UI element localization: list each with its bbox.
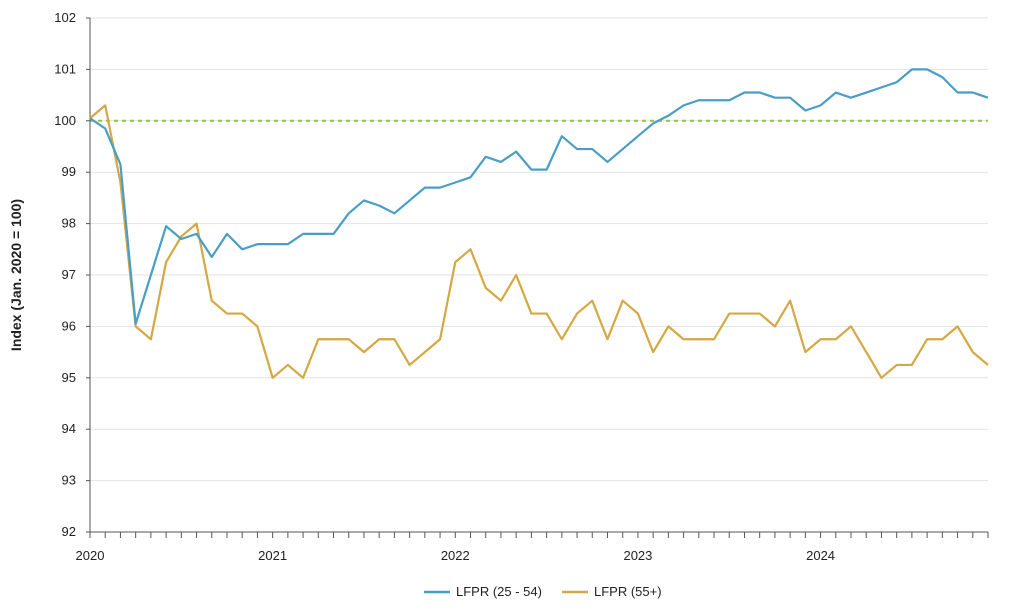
- series-line-lfpr-55-plus: [89, 104, 989, 379]
- x-tick-label: 2024: [806, 548, 835, 563]
- y-tick-label: 92: [62, 524, 76, 539]
- y-tick-label: 101: [54, 61, 76, 76]
- x-tick-label: 2023: [623, 548, 652, 563]
- y-tick-label: 95: [62, 370, 76, 385]
- y-tick-label: 102: [54, 10, 76, 25]
- y-tick-label: 94: [62, 421, 76, 436]
- y-axis-title: Index (Jan. 2020 = 100): [8, 199, 24, 351]
- x-tick-label: 2022: [441, 548, 470, 563]
- y-tick-label: 93: [62, 473, 76, 488]
- y-axis-ticks: 92 93 94 95 96 97 98 99 100 101 102: [54, 10, 90, 539]
- y-tick-label: 100: [54, 113, 76, 128]
- legend-label-lfpr-25-54: LFPR (25 - 54): [456, 584, 542, 599]
- legend-label-lfpr-55-plus: LFPR (55+): [594, 584, 662, 599]
- legend: LFPR (25 - 54) LFPR (55+): [424, 584, 662, 599]
- y-tick-label: 99: [62, 164, 76, 179]
- x-tick-label: 2020: [76, 548, 105, 563]
- x-tick-label: 2021: [258, 548, 287, 563]
- series-line-lfpr-25-54: [89, 68, 989, 325]
- y-tick-label: 98: [62, 216, 76, 231]
- gridlines: [90, 17, 988, 482]
- series-lines: [89, 68, 989, 379]
- y-tick-label: 96: [62, 318, 76, 333]
- y-tick-label: 97: [62, 267, 76, 282]
- x-axis-ticks: 2020 2021 2022 2023 2024: [76, 532, 989, 563]
